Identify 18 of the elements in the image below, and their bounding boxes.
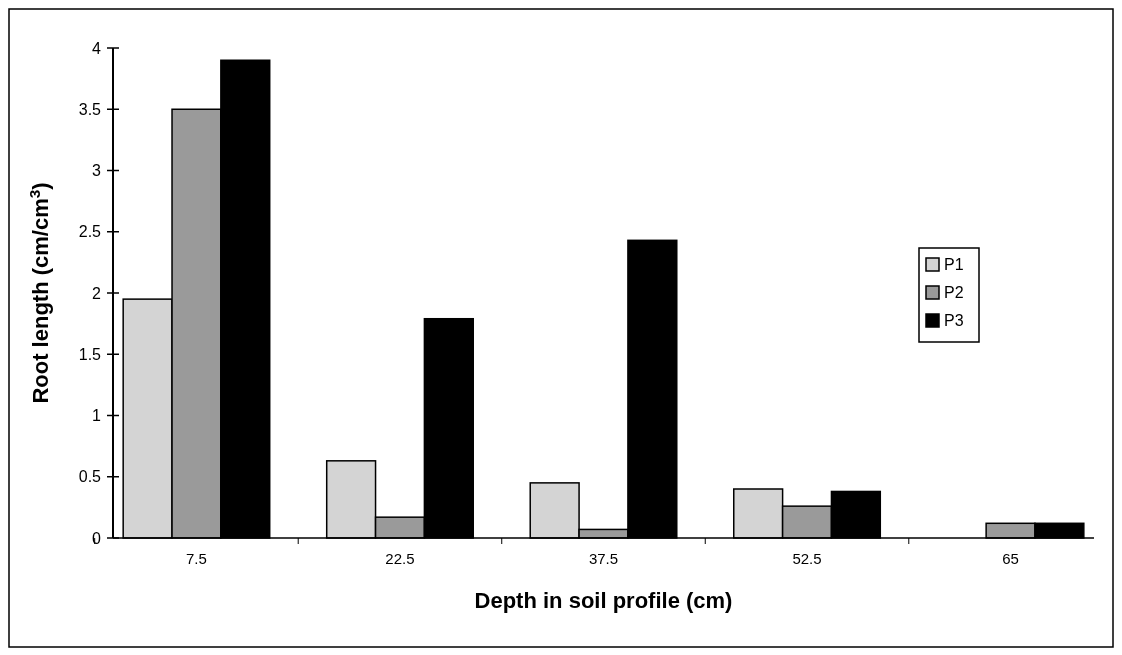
y-tick-label: 1.5 [78,345,102,363]
y-tick-label: 3 [92,162,102,180]
x-tick-label: 7.5 [186,550,207,567]
x-axis-title: Depth in soil profile (cm) [474,588,733,613]
x-tick-label: 22.5 [385,550,415,567]
y-tick-label: 2.5 [78,223,102,241]
y-tick-label: 2 [92,284,102,302]
x-tick-label: 37.5 [588,550,619,567]
legend-label: P2 [944,283,964,301]
y-tick-label: 0.5 [78,468,102,486]
y-tick-label: 0 [92,529,102,547]
legend-label: P1 [944,255,964,273]
y-tick-label: 3.5 [78,100,102,118]
y-tick-label: 4 [92,39,102,57]
y-tick-label: 1 [92,407,102,425]
x-tick-label: 65 [1002,550,1019,567]
x-tick-label: 52.5 [792,550,822,567]
legend-label: P3 [944,311,964,329]
